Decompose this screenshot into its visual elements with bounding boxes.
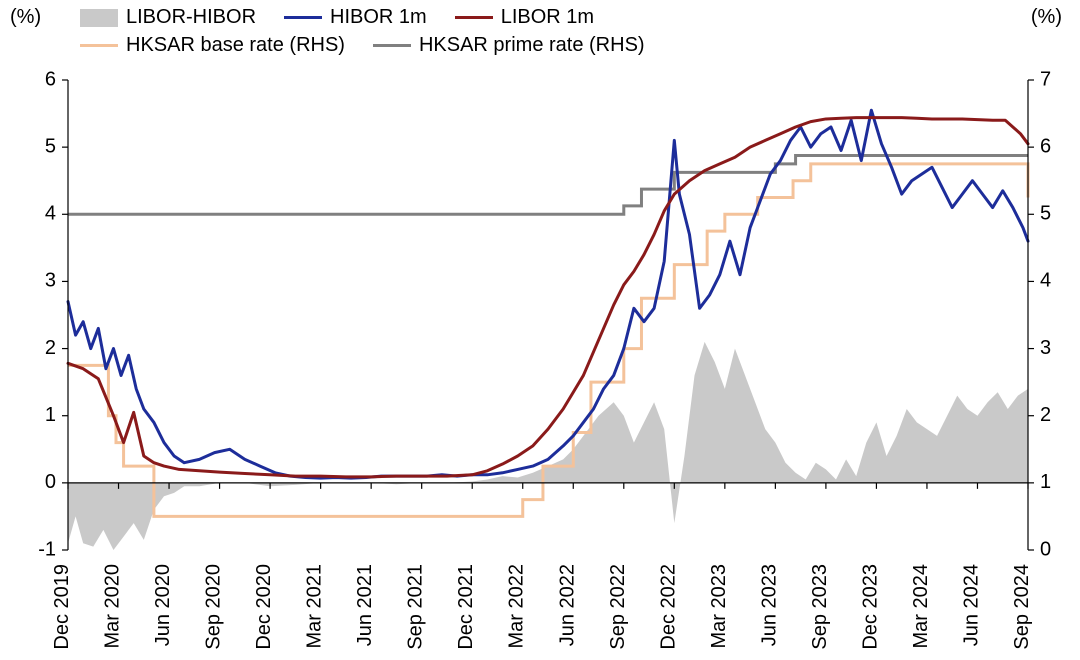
- legend-row-1: LIBOR-HIBOR HIBOR 1m LIBOR 1m: [0, 6, 1080, 29]
- series-libor-1m: [68, 118, 1028, 477]
- chart-svg: -1 0 1 2 3 4 5 6 0 1 2 3 4 5 6 7 Dec 2019 Mar 2020 Jun 202…: [0, 0, 1080, 660]
- x-tick-label: Dec 2022: [657, 564, 679, 650]
- legend-swatch: [284, 16, 322, 19]
- left-tick-label: 3: [45, 270, 56, 292]
- right-tick-label: 4: [1040, 270, 1051, 292]
- legend-item: LIBOR 1m: [455, 6, 594, 29]
- chart-container: (%) (%) LIBOR-HIBORHIBOR 1mLIBOR 1m HKSA…: [0, 0, 1080, 660]
- legend-item: HIBOR 1m: [284, 6, 427, 29]
- x-tick-label: Dec 2020: [253, 564, 275, 650]
- legend-label: HIBOR 1m: [330, 6, 427, 29]
- legend-swatch: [373, 44, 411, 47]
- x-tick-label: Mar 2020: [102, 564, 124, 649]
- x-tick-label: Mar 2022: [506, 564, 528, 649]
- x-tick-label: Dec 2019: [51, 564, 73, 650]
- right-tick-label: 7: [1040, 68, 1051, 90]
- right-tick-label: 3: [1040, 337, 1051, 359]
- x-tick-label: Jun 2022: [556, 564, 578, 646]
- legend-swatch: [455, 16, 493, 19]
- right-tick-label: 5: [1040, 203, 1051, 225]
- x-tick-label: Sep 2020: [203, 564, 225, 650]
- left-tick-label: 6: [45, 68, 56, 90]
- x-tick-label: Dec 2021: [455, 564, 477, 650]
- x-tick-label: Jun 2024: [960, 564, 982, 646]
- x-tick-label: Mar 2024: [910, 564, 932, 649]
- x-tick-label: Sep 2022: [607, 564, 629, 650]
- left-tick-label: 0: [45, 471, 56, 493]
- legend-item: LIBOR-HIBOR: [80, 6, 256, 29]
- left-tick-label: 4: [45, 203, 56, 225]
- left-tick-label: 5: [45, 135, 56, 157]
- left-tick-label: 2: [45, 337, 56, 359]
- right-tick-label: 1: [1040, 471, 1051, 493]
- legend-row-2: HKSAR base rate (RHS) HKSAR prime rate (R…: [0, 34, 1080, 57]
- left-tick-label: -1: [38, 538, 56, 560]
- right-tick-label: 6: [1040, 135, 1051, 157]
- left-tick-label: 1: [45, 404, 56, 426]
- series-libor-minus-hibor: [68, 342, 1028, 550]
- x-tick-label: Sep 2023: [809, 564, 831, 650]
- x-tick-label: Jun 2021: [354, 564, 376, 646]
- legend-swatch: [80, 9, 118, 27]
- x-tick-label: Jun 2020: [152, 564, 174, 646]
- legend-item: HKSAR prime rate (RHS): [373, 34, 645, 57]
- x-tick-label: Mar 2023: [708, 564, 730, 649]
- x-tick-label: Mar 2021: [304, 564, 326, 649]
- legend-label: LIBOR-HIBOR: [126, 6, 256, 29]
- legend-label: HKSAR prime rate (RHS): [419, 34, 645, 57]
- right-tick-label: 0: [1040, 538, 1051, 560]
- series-group: [68, 110, 1028, 550]
- x-tick-label: Jun 2023: [758, 564, 780, 646]
- legend-swatch: [80, 44, 118, 47]
- right-tick-label: 2: [1040, 404, 1051, 426]
- legend-label: LIBOR 1m: [501, 6, 594, 29]
- x-tick-label: Dec 2023: [859, 564, 881, 650]
- x-tick-label: Sep 2024: [1011, 564, 1033, 650]
- legend-label: HKSAR base rate (RHS): [126, 34, 345, 57]
- legend-item: HKSAR base rate (RHS): [80, 34, 345, 57]
- x-tick-label: Sep 2021: [405, 564, 427, 650]
